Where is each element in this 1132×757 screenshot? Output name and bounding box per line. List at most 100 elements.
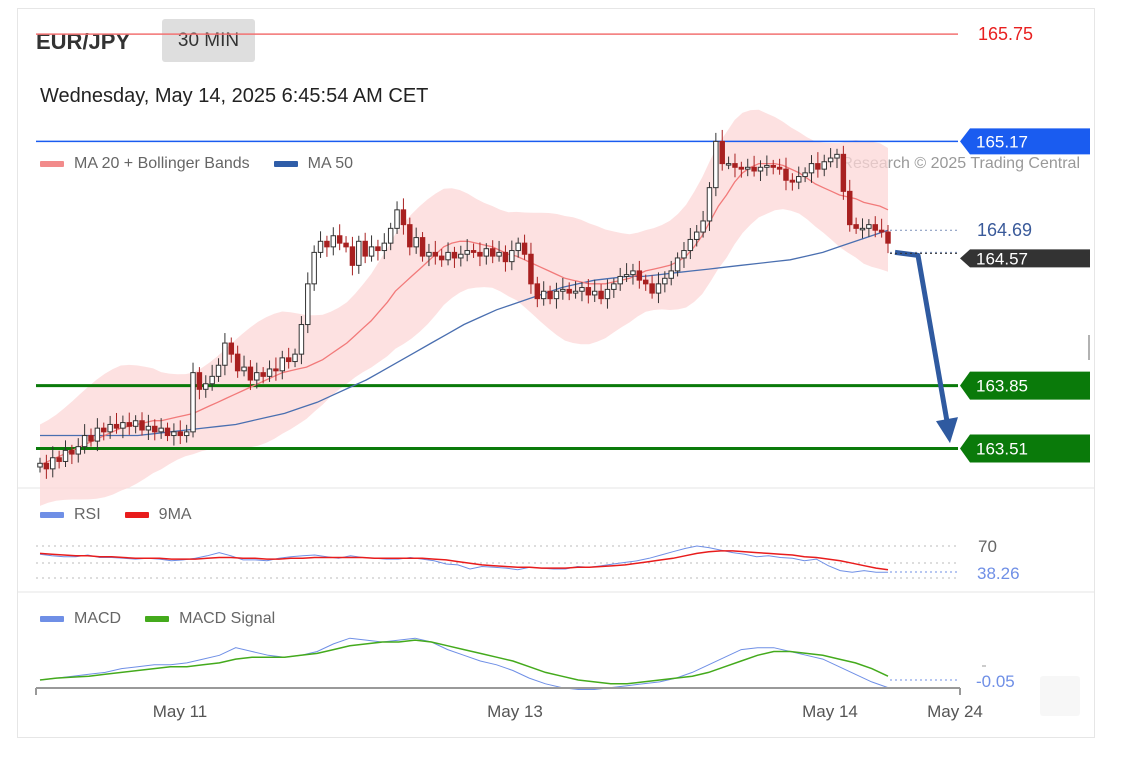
level-163-85-tag <box>960 371 1090 400</box>
candle-body <box>362 240 368 257</box>
candle-body <box>88 435 94 442</box>
candle-body <box>713 140 719 189</box>
candle-body <box>706 187 713 222</box>
candle-body <box>872 224 878 231</box>
candle-body <box>560 288 566 292</box>
candle-body <box>662 277 668 285</box>
candle-body <box>407 224 413 248</box>
candle-body <box>56 457 62 462</box>
candle-body <box>50 457 56 470</box>
legend-item-ma20: MA 20 + Bollinger Bands <box>40 155 250 173</box>
candle-body <box>438 255 445 261</box>
candle-body <box>534 283 541 300</box>
candle-body <box>305 283 311 326</box>
x-tick-label: May 13 <box>487 702 543 721</box>
candle-body <box>725 163 732 166</box>
legend-label-rsi: RSI <box>74 506 101 523</box>
candle-body <box>426 251 432 257</box>
candle-body <box>738 166 745 170</box>
candle-body <box>451 251 458 259</box>
candle-body <box>234 353 241 372</box>
candle-body <box>847 190 853 226</box>
candle-body <box>566 288 572 294</box>
candle-body <box>81 435 88 448</box>
candle-body <box>381 242 388 252</box>
legend-swatch-macd <box>40 616 64 622</box>
candle-body <box>796 176 802 183</box>
candle-body <box>821 161 827 170</box>
candle-body <box>681 250 687 259</box>
ma50-line <box>40 229 889 437</box>
level-163-51-tag-label: 163.51 <box>976 440 1028 459</box>
candle-body <box>815 163 821 170</box>
level-165-17-tag <box>960 128 1090 155</box>
rsi-legend: RSI 9MA <box>40 506 206 524</box>
candle-body <box>247 366 254 381</box>
candle-body <box>37 462 43 468</box>
candle-body <box>126 422 132 427</box>
candle-body <box>311 251 317 285</box>
candle-body <box>75 446 81 455</box>
candle-body <box>585 287 592 296</box>
candle-body <box>139 420 145 431</box>
candle-body <box>368 246 375 257</box>
candle-body <box>827 157 834 163</box>
candle-body <box>69 449 75 455</box>
rsi-current-value: 38.26 <box>977 564 1020 583</box>
candle-body <box>343 242 349 248</box>
x-tick-label: May 24 <box>927 702 983 721</box>
legend-swatch-rsi <box>40 512 64 518</box>
candle-body <box>432 251 439 257</box>
timeframe-button[interactable]: 30 MIN <box>162 19 255 62</box>
level-163-85-tag-label: 163.85 <box>976 377 1028 396</box>
legend-swatch-ma50 <box>273 161 298 167</box>
legend-label-ma50: MA 50 <box>307 155 354 172</box>
candle-body <box>770 164 776 168</box>
level-164-69-label: 164.69 <box>977 220 1032 240</box>
candle-body <box>132 420 139 427</box>
candle-body <box>183 431 190 437</box>
candle-body <box>878 229 885 233</box>
candle-body <box>209 375 215 385</box>
candle-body <box>120 422 126 429</box>
candle-body <box>789 179 796 183</box>
candle-body <box>489 248 496 257</box>
datetime-label: Wednesday, May 14, 2025 6:45:54 AM CET <box>40 85 429 107</box>
candle-body <box>655 283 662 294</box>
ma20-line <box>39 162 889 466</box>
candle-body <box>623 274 630 277</box>
candle-body <box>547 290 553 300</box>
legend-item-ma50: MA 50 <box>273 155 354 173</box>
macd-series-1 <box>39 639 889 685</box>
candle-body <box>674 257 681 272</box>
candle-body <box>400 209 407 226</box>
candle-body <box>292 353 298 363</box>
candle-body <box>158 427 164 433</box>
candle-body <box>630 270 636 276</box>
candle-body <box>254 372 260 381</box>
candle-body <box>387 227 394 244</box>
candle-body <box>502 251 509 263</box>
candle-body <box>279 357 286 372</box>
rsi-level-70: 70 <box>978 537 997 556</box>
candle-body <box>101 427 107 433</box>
candle-body <box>356 240 362 266</box>
macd-legend: MACD MACD Signal <box>40 610 289 628</box>
candle-body <box>190 372 196 433</box>
candle-body <box>164 427 171 437</box>
scroll-button[interactable] <box>1040 676 1080 716</box>
candle-body <box>298 324 305 355</box>
candle-body <box>687 238 694 252</box>
candle-body <box>719 140 725 165</box>
candle-body <box>266 368 273 377</box>
candle-body <box>751 166 757 172</box>
candle-body <box>445 251 451 261</box>
candle-body <box>196 372 203 390</box>
legend-label-macd-signal: MACD Signal <box>179 610 276 627</box>
candle-body <box>464 250 470 255</box>
candle-body <box>260 372 266 377</box>
level-163-51-tag <box>960 434 1090 463</box>
candle-body <box>222 342 228 366</box>
candle-body <box>540 290 547 300</box>
